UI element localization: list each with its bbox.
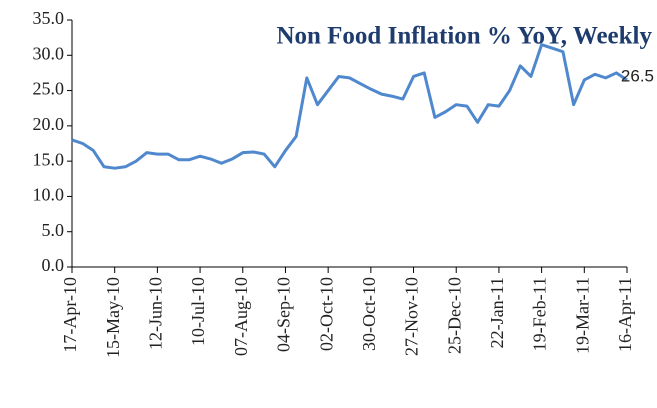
y-tick-label: 20.0 xyxy=(33,114,65,134)
y-tick-label: 35.0 xyxy=(33,8,65,28)
x-tick-label: 27-Nov-10 xyxy=(402,277,422,356)
y-tick-label: 30.0 xyxy=(33,43,65,63)
x-tick-label: 16-Apr-11 xyxy=(615,277,635,352)
x-tick-label: 30-Oct-10 xyxy=(359,277,379,351)
y-tick-label: 0.0 xyxy=(42,255,65,275)
y-tick-label: 10.0 xyxy=(33,185,65,205)
x-tick-label: 02-Oct-10 xyxy=(316,277,336,351)
y-tick-label: 25.0 xyxy=(33,79,65,99)
data-label: 26.5 xyxy=(621,66,654,85)
y-tick-label: 5.0 xyxy=(42,220,65,240)
x-tick-label: 25-Dec-10 xyxy=(444,277,464,354)
x-tick-label: 19-Feb-11 xyxy=(530,277,550,351)
x-tick-label: 19-Mar-11 xyxy=(572,277,592,354)
x-tick-label: 07-Aug-10 xyxy=(231,277,251,356)
x-tick-label: 10-Jul-10 xyxy=(188,277,208,346)
y-tick-label: 15.0 xyxy=(33,149,65,169)
x-tick-label: 22-Jan-11 xyxy=(487,277,507,348)
x-tick-label: 04-Sep-10 xyxy=(274,277,294,352)
chart-title: Non Food Inflation % YoY, Weekly xyxy=(276,23,652,50)
data-line xyxy=(71,43,628,170)
x-tick-label: 12-Jun-10 xyxy=(146,277,166,350)
x-tick-label: 17-Apr-10 xyxy=(60,277,80,353)
x-tick-label: 15-May-10 xyxy=(103,277,123,358)
